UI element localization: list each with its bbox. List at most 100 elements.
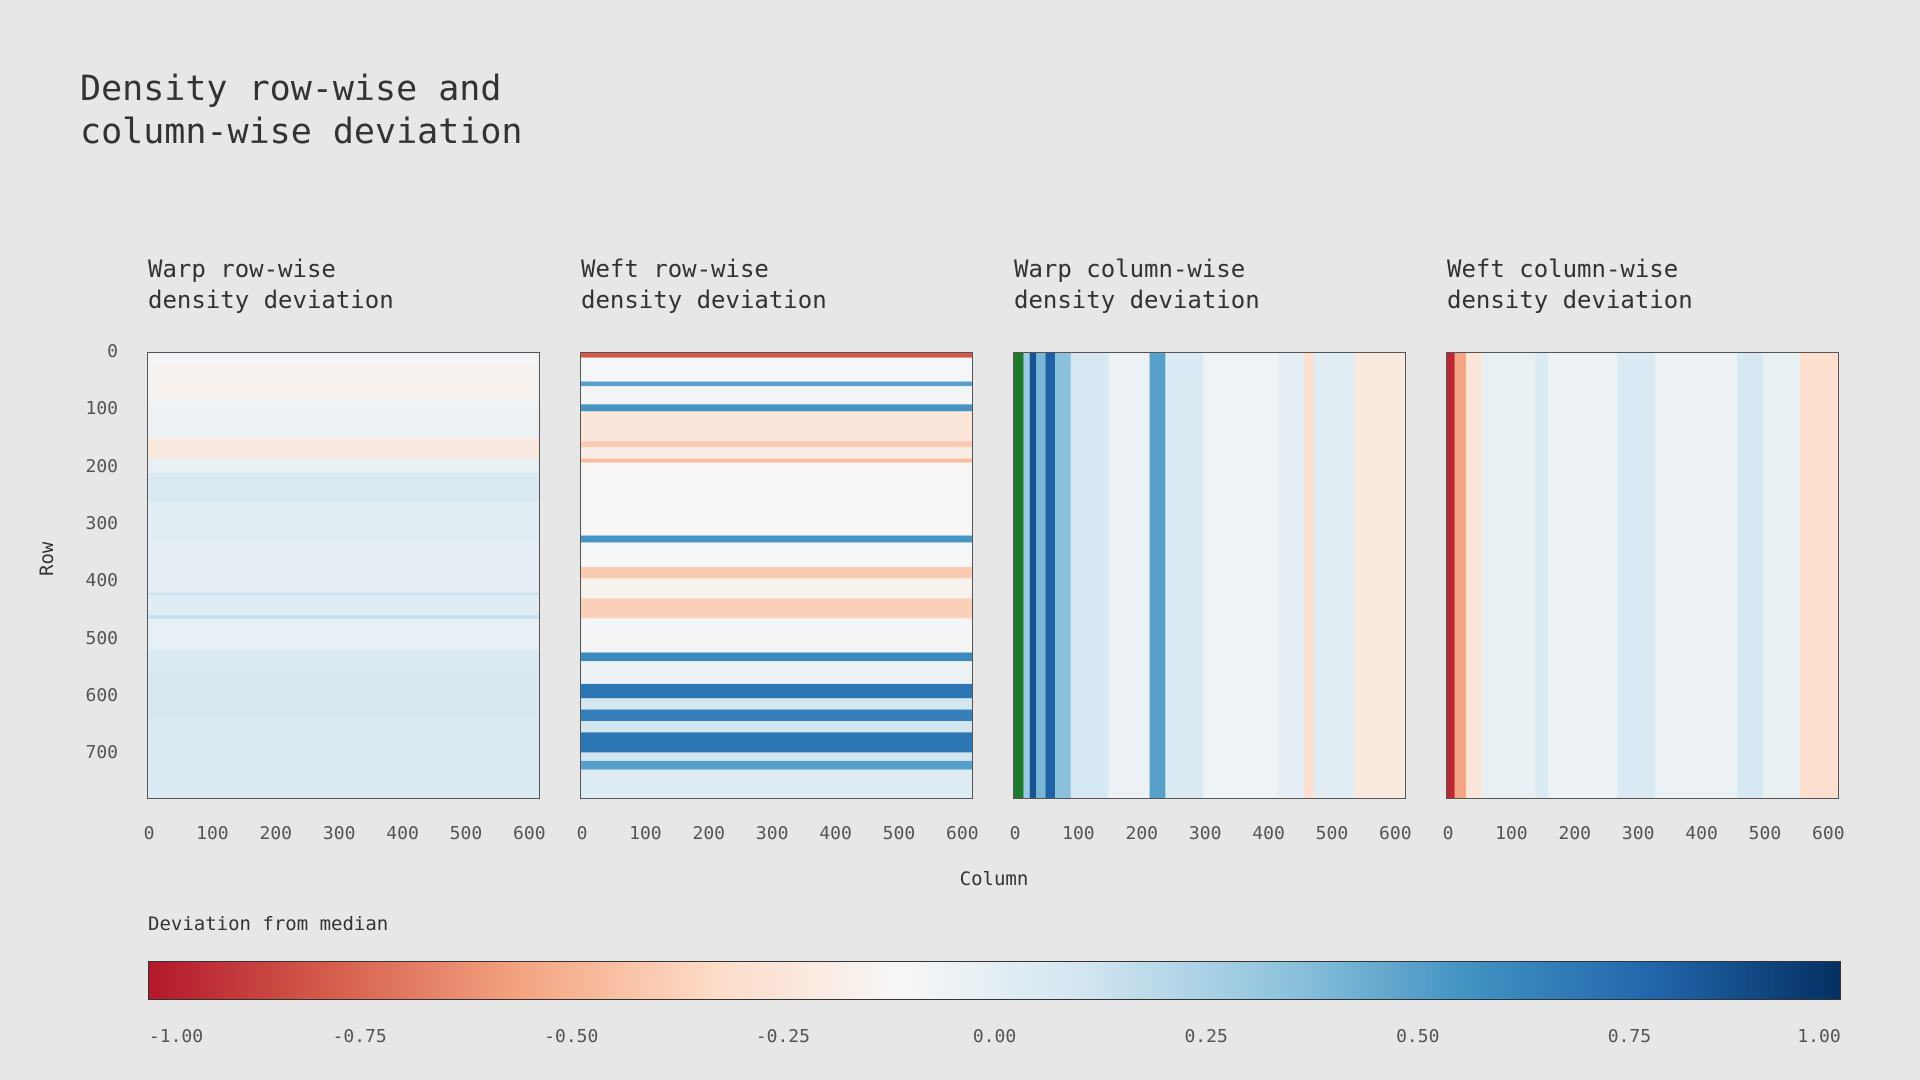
- heatmap-band: [1165, 353, 1204, 798]
- y-tick-label: 100: [85, 398, 118, 420]
- heatmap-weft-column: [1446, 352, 1839, 799]
- x-tick-label: 500: [449, 823, 483, 844]
- heatmap-band: [1465, 353, 1483, 798]
- x-tick-label: 100: [629, 823, 662, 844]
- heatmap-band: [581, 353, 972, 359]
- heatmap-band: [581, 542, 972, 568]
- colorbar-tick-label: -0.50: [544, 1026, 599, 1047]
- heatmap-band: [148, 615, 539, 620]
- chart-title: Density row-wise and column-wise deviati…: [80, 69, 523, 152]
- heatmap-band: [581, 535, 972, 543]
- heatmap-band: [581, 578, 972, 599]
- heatmap-band: [1108, 353, 1151, 798]
- heatmap-band: [148, 472, 539, 502]
- heatmap-band: [1762, 353, 1801, 798]
- heatmap-band: [581, 566, 972, 579]
- heatmap-band: [148, 649, 539, 673]
- heatmap-band: [581, 357, 972, 383]
- heatmap-weft-row: [580, 352, 973, 799]
- heatmap-band: [1070, 353, 1110, 798]
- x-tick-label: 400: [1685, 823, 1718, 844]
- heatmap-band: [581, 404, 972, 412]
- heatmap-band: [1054, 353, 1072, 798]
- colorbar-tick-label: 0.50: [1396, 1026, 1440, 1047]
- heatmap-band: [148, 458, 539, 474]
- y-tick-label: 200: [85, 455, 118, 477]
- x-tick-label: 600: [946, 823, 979, 844]
- heatmap-band: [581, 720, 972, 733]
- heatmap-band: [1447, 353, 1456, 798]
- x-tick-label: 600: [1379, 823, 1412, 844]
- heatmap-band: [581, 752, 972, 762]
- heatmap-band: [581, 760, 972, 770]
- panel-title-weft-column: Weft column-wise density deviation: [1447, 255, 1693, 314]
- heatmap-band: [1045, 353, 1056, 798]
- heatmap-band: [581, 683, 972, 699]
- y-tick-label: 400: [85, 570, 118, 592]
- heatmap-band: [1617, 353, 1656, 798]
- heatmap-band: [148, 501, 539, 542]
- x-tick-label: 600: [513, 823, 546, 844]
- x-tick-label: 500: [882, 823, 916, 844]
- x-tick-label: 200: [259, 823, 293, 844]
- heatmap-band: [1655, 353, 1738, 798]
- heatmap-band: [1313, 353, 1356, 798]
- colorbar-tick-label: 0.00: [972, 1026, 1017, 1047]
- colorbar-tick-label: -0.75: [332, 1026, 387, 1047]
- x-tick-label: 600: [1812, 823, 1845, 844]
- y-axis-label: Row: [36, 541, 58, 576]
- x-tick-label: 200: [692, 823, 726, 844]
- x-tick-label: 400: [819, 823, 852, 844]
- heatmap-band: [581, 661, 972, 685]
- heatmap-band: [581, 769, 972, 798]
- panel-title-warp-row: Warp row-wise density deviation: [148, 255, 394, 314]
- x-axis-label: Column: [959, 868, 1029, 890]
- heatmap-band: [148, 592, 539, 596]
- heatmap-band: [581, 709, 972, 722]
- heatmap-band: [1149, 353, 1166, 798]
- x-tick-label: 300: [1621, 823, 1655, 844]
- x-tick-label: 0: [1442, 823, 1454, 844]
- x-tick-label: 100: [1495, 823, 1528, 844]
- y-tick-label: 600: [85, 684, 118, 706]
- heatmap-band: [1036, 353, 1047, 798]
- colorbar-tick-label: 0.75: [1607, 1026, 1652, 1047]
- x-tick-label: 300: [755, 823, 789, 844]
- heatmap-warp-row: [147, 352, 540, 799]
- x-tick-label: 400: [1252, 823, 1285, 844]
- x-tick-label: 0: [143, 823, 155, 844]
- colorbar: [148, 961, 1841, 1000]
- heatmap-band: [581, 411, 972, 442]
- colorbar-tick-label: 0.25: [1184, 1026, 1228, 1047]
- x-tick-label: 200: [1558, 823, 1592, 844]
- heatmap-band: [148, 364, 539, 400]
- heatmap-band: [148, 718, 539, 798]
- x-tick-label: 200: [1125, 823, 1159, 844]
- heatmap-band: [148, 353, 539, 365]
- y-tick-label: 700: [85, 742, 118, 764]
- x-tick-label: 400: [386, 823, 419, 844]
- heatmap-band: [581, 732, 972, 753]
- heatmap-band: [581, 458, 972, 464]
- heatmap-band: [1023, 353, 1031, 798]
- heatmap-band: [581, 698, 972, 711]
- heatmap-band: [148, 672, 539, 719]
- heatmap-band: [1535, 353, 1549, 798]
- y-tick-label: 500: [85, 627, 118, 649]
- x-tick-label: 500: [1748, 823, 1782, 844]
- heatmap-band: [148, 438, 539, 460]
- y-tick-label: 0: [107, 341, 118, 362]
- heatmap-band: [1737, 353, 1763, 798]
- heatmap-band: [1454, 353, 1467, 798]
- heatmap-band: [148, 595, 539, 616]
- heatmap-band: [1354, 353, 1405, 798]
- panel-title-warp-column: Warp column-wise density deviation: [1014, 255, 1260, 314]
- heatmap-band: [581, 462, 972, 537]
- colorbar-tick-label: -1.00: [148, 1026, 204, 1047]
- heatmap-band: [581, 441, 972, 448]
- heatmap-band: [581, 386, 972, 405]
- panel-title-weft-row: Weft row-wise density deviation: [581, 255, 827, 314]
- heatmap-band: [148, 410, 539, 440]
- colorbar-tick-label: 1.00: [1797, 1026, 1841, 1047]
- colorbar-tick-label: -0.25: [755, 1026, 810, 1047]
